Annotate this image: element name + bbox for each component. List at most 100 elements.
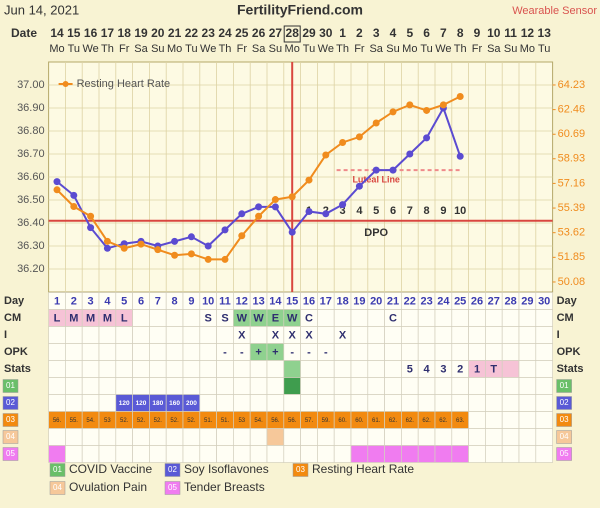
date-label: 7 <box>440 26 447 40</box>
table-cell-text: 53 <box>104 418 111 424</box>
table-cell <box>367 428 385 446</box>
table-cell <box>81 394 100 412</box>
luteal-line-label: Luteal Line <box>352 174 400 184</box>
chart-date: Jun 14, 2021 <box>4 2 79 17</box>
table-cell-text: 26 <box>471 295 483 307</box>
table-cell-text: 56. <box>271 418 280 424</box>
data-point <box>154 246 162 254</box>
table-cell <box>417 309 436 327</box>
table-cell <box>115 428 133 446</box>
table-cell <box>283 394 301 412</box>
data-point <box>255 212 263 220</box>
row-badge <box>556 396 572 410</box>
table-cell <box>501 394 520 412</box>
date-label: 11 <box>504 26 517 40</box>
row-badge <box>2 396 19 410</box>
table-cell <box>132 377 150 395</box>
table-cell-text: 8 <box>172 295 178 307</box>
date-label: 17 <box>101 26 115 40</box>
weekday-label: We <box>82 43 98 55</box>
table-cell-text: 14 <box>269 295 282 307</box>
table-cell <box>350 360 369 378</box>
table-cell-text: 4 <box>424 363 431 375</box>
table-cell-text: 17 <box>320 295 332 307</box>
weekday-label: Mo <box>285 43 300 55</box>
legend-name: Soy Isoflavones <box>184 462 269 476</box>
row-badge-label: 05 <box>560 449 569 458</box>
table-cell <box>401 326 419 344</box>
date-label: 6 <box>423 26 430 40</box>
table-cell <box>384 326 402 344</box>
table-cell <box>485 309 503 327</box>
table-cell <box>333 377 352 395</box>
table-cell <box>518 309 537 327</box>
row-badge-label: 01 <box>53 465 62 474</box>
table-cell <box>199 360 217 378</box>
table-cell <box>518 343 537 361</box>
table-cell <box>233 377 251 395</box>
table-cell <box>468 428 486 446</box>
row-badge <box>164 463 181 477</box>
row-badge <box>556 430 572 444</box>
table-cell-text: 4 <box>104 295 111 307</box>
data-point <box>355 182 363 190</box>
data-point <box>137 240 145 248</box>
weekday-label: Mo <box>49 43 64 55</box>
data-point <box>339 201 347 209</box>
table-cell <box>468 411 486 429</box>
table-cell <box>518 445 537 463</box>
table-cell <box>266 445 285 463</box>
table-cell-text: M <box>69 312 78 324</box>
data-point <box>204 242 212 250</box>
table-cell <box>48 394 66 412</box>
row-badge <box>2 413 19 427</box>
table-cell <box>518 394 537 412</box>
table-cell <box>216 360 234 378</box>
table-cell <box>535 394 553 412</box>
table-cell-text: 62. <box>422 418 431 424</box>
table-cell <box>182 343 201 361</box>
table-cell-text: 53 <box>238 418 245 424</box>
table-cell <box>182 445 201 463</box>
table-cell <box>216 445 234 463</box>
y-tick-label: 36.40 <box>17 217 45 229</box>
table-cell-text: 56. <box>288 418 297 424</box>
table-cell <box>98 377 117 395</box>
data-point <box>53 178 61 186</box>
table-cell <box>233 445 251 463</box>
data-point <box>305 208 313 215</box>
table-cell <box>149 309 167 327</box>
table-cell <box>149 377 167 395</box>
legend-label: Resting Heart Rate <box>77 78 171 90</box>
table-cell <box>165 360 184 378</box>
weekday-label: Th <box>219 43 232 55</box>
table-cell <box>501 428 520 446</box>
date-label: 16 <box>84 26 98 40</box>
dpo-label: 6 <box>390 205 396 217</box>
table-cell <box>48 428 66 446</box>
dpo-label: 5 <box>373 205 379 217</box>
date-label: 27 <box>269 26 283 40</box>
table-cell <box>199 445 217 463</box>
y2-tick-label: 58.93 <box>558 153 586 165</box>
table-cell <box>165 377 184 395</box>
table-cell-text: 9 <box>188 295 194 307</box>
table-cell-text: 120 <box>119 400 130 407</box>
table-cell <box>367 343 385 361</box>
table-cell <box>401 343 419 361</box>
data-point <box>389 108 397 116</box>
table-cell <box>367 309 385 327</box>
weekday-label: Tu <box>68 43 80 55</box>
y2-tick-label: 57.16 <box>558 177 586 189</box>
table-cell-text: 16 <box>303 295 315 307</box>
date-label: 24 <box>218 26 232 40</box>
table-cell-text: 25 <box>454 295 466 307</box>
date-label: 25 <box>235 26 249 40</box>
table-cell <box>300 394 318 412</box>
data-point <box>288 228 296 236</box>
weekday-label: Tu <box>420 43 432 55</box>
table-cell <box>535 360 553 378</box>
table-cell <box>65 428 83 446</box>
table-cell <box>417 343 436 361</box>
table-cell-text: 52. <box>187 418 196 424</box>
